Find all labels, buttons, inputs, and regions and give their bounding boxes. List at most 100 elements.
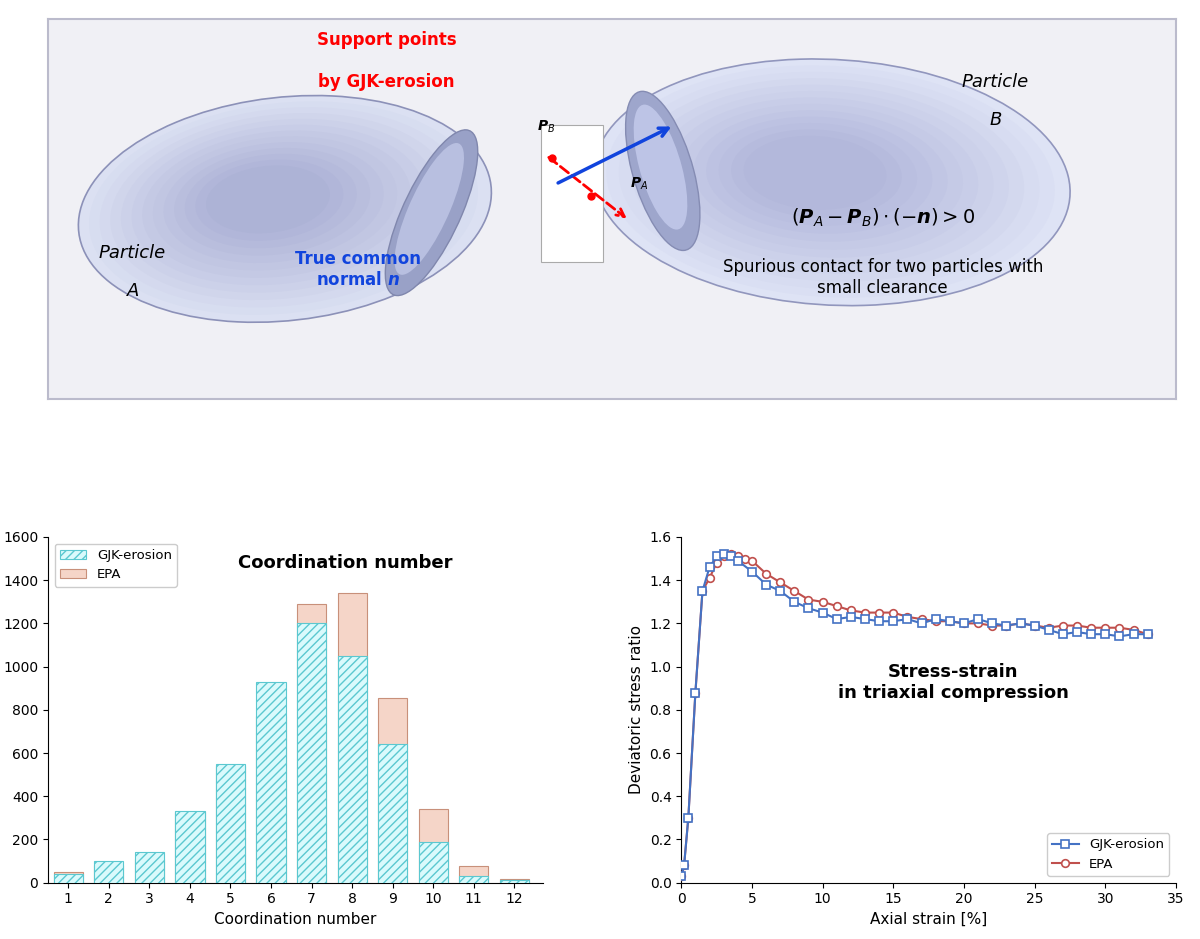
Ellipse shape xyxy=(606,66,1055,298)
EPA xyxy=(956,618,971,629)
Bar xyxy=(296,604,326,883)
Legend: GJK-erosion, EPA: GJK-erosion, EPA xyxy=(1046,833,1170,876)
GJK-erosion xyxy=(1000,620,1014,631)
EPA xyxy=(1098,622,1112,633)
Bar xyxy=(175,812,204,883)
GJK-erosion xyxy=(802,603,816,614)
EPA xyxy=(738,553,752,564)
GJK-erosion xyxy=(1070,626,1085,638)
Ellipse shape xyxy=(668,98,978,257)
Ellipse shape xyxy=(619,71,1039,289)
X-axis label: Axial strain [%]: Axial strain [%] xyxy=(870,912,988,927)
Bar xyxy=(460,876,488,883)
EPA xyxy=(914,613,929,624)
EPA xyxy=(677,860,691,871)
GJK-erosion xyxy=(1112,631,1127,642)
Ellipse shape xyxy=(121,119,438,293)
Text: $A$: $A$ xyxy=(126,283,139,300)
Ellipse shape xyxy=(152,136,397,270)
GJK-erosion xyxy=(674,870,689,882)
Text: Particle: Particle xyxy=(962,73,1030,91)
GJK-erosion xyxy=(724,551,738,562)
Ellipse shape xyxy=(142,131,410,278)
Ellipse shape xyxy=(78,96,491,322)
Line: EPA: EPA xyxy=(678,550,1152,880)
GJK-erosion xyxy=(844,611,858,623)
GJK-erosion xyxy=(1042,624,1056,636)
EPA xyxy=(709,557,724,568)
GJK-erosion xyxy=(716,548,731,560)
Ellipse shape xyxy=(744,136,887,209)
GJK-erosion xyxy=(1098,628,1112,639)
EPA xyxy=(829,600,844,611)
Bar xyxy=(257,716,286,883)
GJK-erosion xyxy=(702,562,716,573)
Text: True common
normal $\boldsymbol{n}$: True common normal $\boldsymbol{n}$ xyxy=(295,250,421,289)
Bar xyxy=(419,809,448,883)
GJK-erosion xyxy=(1027,620,1042,631)
GJK-erosion xyxy=(829,613,844,624)
GJK-erosion xyxy=(731,555,745,566)
Bar xyxy=(175,811,204,883)
EPA xyxy=(985,620,1000,631)
Bar xyxy=(257,682,286,883)
Text: $\boldsymbol{P}_B$: $\boldsymbol{P}_B$ xyxy=(538,119,556,135)
Text: $(\boldsymbol{P}_A - \boldsymbol{P}_B) \cdot (-\boldsymbol{n}) > 0$: $(\boldsymbol{P}_A - \boldsymbol{P}_B) \… xyxy=(791,208,974,229)
GJK-erosion xyxy=(971,613,985,624)
Text: Support points: Support points xyxy=(317,31,456,50)
GJK-erosion xyxy=(872,616,887,627)
Ellipse shape xyxy=(110,113,451,300)
Ellipse shape xyxy=(385,130,478,296)
GJK-erosion xyxy=(914,618,929,629)
EPA xyxy=(787,585,802,596)
Bar xyxy=(134,859,164,883)
Ellipse shape xyxy=(132,125,424,285)
GJK-erosion xyxy=(1013,618,1027,629)
Bar xyxy=(337,655,367,883)
GJK-erosion xyxy=(758,578,773,590)
GJK-erosion xyxy=(816,607,830,618)
GJK-erosion xyxy=(1140,628,1154,639)
Bar xyxy=(460,867,488,883)
EPA xyxy=(844,605,858,616)
EPA xyxy=(1056,620,1070,631)
Text: Particle: Particle xyxy=(98,244,167,262)
EPA xyxy=(886,607,900,618)
GJK-erosion xyxy=(943,616,958,627)
Ellipse shape xyxy=(395,143,464,275)
EPA xyxy=(1127,624,1141,636)
Y-axis label: Deviatoric stress ratio: Deviatoric stress ratio xyxy=(629,625,644,794)
Ellipse shape xyxy=(634,104,688,230)
Bar xyxy=(419,841,448,883)
GJK-erosion xyxy=(745,566,760,577)
Legend: GJK-erosion, EPA: GJK-erosion, EPA xyxy=(54,544,178,587)
Ellipse shape xyxy=(206,165,330,234)
EPA xyxy=(1070,620,1085,631)
Ellipse shape xyxy=(625,91,700,251)
EPA xyxy=(1000,620,1014,631)
EPA xyxy=(702,573,716,584)
Bar xyxy=(296,623,326,883)
GJK-erosion xyxy=(773,585,787,596)
EPA xyxy=(695,585,709,596)
Bar xyxy=(95,861,124,883)
EPA xyxy=(802,594,816,606)
EPA xyxy=(688,687,702,699)
Line: GJK-erosion: GJK-erosion xyxy=(678,550,1152,880)
EPA xyxy=(773,577,787,588)
GJK-erosion xyxy=(1084,628,1098,639)
EPA xyxy=(758,568,773,579)
Text: by GJK-erosion: by GJK-erosion xyxy=(318,73,455,91)
Ellipse shape xyxy=(89,101,478,315)
GJK-erosion xyxy=(709,551,724,562)
GJK-erosion xyxy=(787,596,802,608)
GJK-erosion xyxy=(682,812,696,824)
Ellipse shape xyxy=(706,116,932,234)
Bar xyxy=(337,593,367,883)
EPA xyxy=(1013,618,1027,629)
GJK-erosion xyxy=(956,618,971,629)
EPA xyxy=(943,616,958,627)
EPA xyxy=(716,551,731,562)
EPA xyxy=(929,616,943,627)
EPA xyxy=(1112,622,1127,633)
